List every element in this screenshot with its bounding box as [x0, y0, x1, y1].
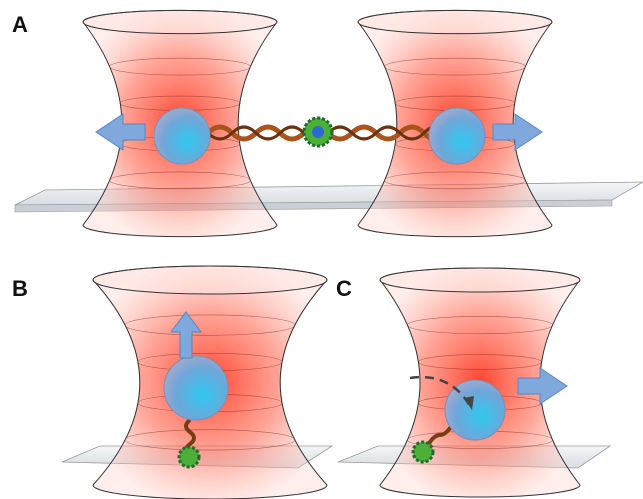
figure: A B C [0, 0, 643, 499]
panel-label: A [12, 12, 28, 37]
traps [83, 10, 580, 499]
nucleosome-core [312, 126, 324, 138]
trap-rim [83, 10, 277, 33]
nucleosome [179, 447, 199, 467]
bead [429, 108, 485, 164]
trap-rim [380, 268, 580, 292]
panel-label: C [336, 276, 352, 301]
nucleosome [413, 442, 433, 462]
bead [154, 108, 210, 164]
bead [164, 356, 228, 420]
panel-label: B [12, 276, 28, 301]
trap-rim [93, 266, 327, 294]
trap-rim [358, 10, 552, 33]
